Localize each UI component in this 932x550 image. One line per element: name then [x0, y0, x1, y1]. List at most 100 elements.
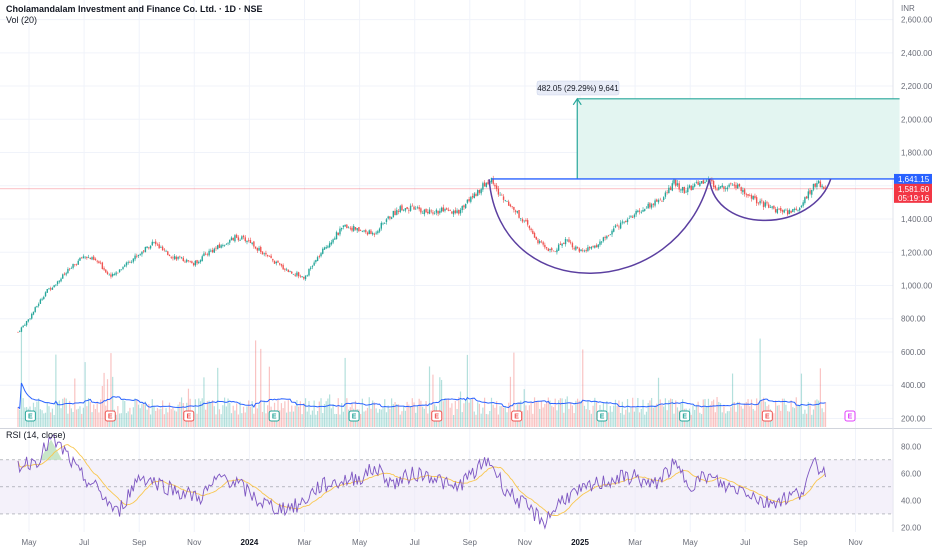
- candle-body: [793, 208, 796, 210]
- volume-bar: [303, 403, 305, 427]
- candle-body: [413, 206, 415, 210]
- volume-bar: [816, 399, 818, 427]
- volume-bar: [206, 401, 208, 427]
- volume-bar: [754, 410, 756, 427]
- candle-body: [172, 257, 174, 259]
- volume-bar: [196, 413, 198, 427]
- candle-body: [63, 273, 66, 275]
- volume-bar: [55, 354, 57, 427]
- earnings-marker-glyph: E: [514, 414, 519, 421]
- candle-body: [316, 257, 319, 261]
- candle-body: [526, 220, 529, 225]
- candle-body: [576, 247, 579, 248]
- volume-bar: [621, 401, 623, 427]
- candle-body: [520, 218, 522, 219]
- volume-bar: [444, 398, 446, 427]
- candle-body: [187, 260, 190, 261]
- volume-bar: [750, 399, 753, 427]
- volume-bar: [814, 400, 816, 427]
- volume-bar: [663, 406, 665, 427]
- candle-body: [168, 255, 171, 257]
- candle-body: [549, 248, 551, 251]
- volume-bar: [144, 401, 146, 427]
- volume-bar: [384, 399, 386, 427]
- candle-body: [614, 225, 617, 228]
- candle-body: [235, 234, 238, 238]
- candle-body: [74, 264, 76, 265]
- volume-bar: [366, 407, 369, 427]
- candle-body: [786, 210, 789, 215]
- volume-bar: [744, 403, 746, 427]
- volume-bar: [24, 407, 26, 427]
- candle-body: [444, 209, 446, 211]
- volume-indicator-label[interactable]: Vol (20): [6, 15, 38, 25]
- volume-bar: [564, 399, 567, 427]
- volume-bar: [628, 412, 630, 427]
- volume-bar: [761, 399, 763, 427]
- candle-body: [222, 245, 224, 246]
- candle-body: [101, 262, 104, 270]
- volume-bar: [258, 404, 260, 427]
- volume-bar: [112, 376, 114, 427]
- candle-body: [580, 249, 582, 252]
- volume-bar: [360, 413, 362, 427]
- volume-bar: [459, 391, 462, 427]
- y-tick-label: 800.00: [901, 315, 926, 324]
- volume-bar: [554, 398, 556, 427]
- candle-body: [783, 210, 785, 213]
- volume-bar: [397, 404, 400, 427]
- candle-body: [170, 256, 172, 258]
- candle-body: [211, 250, 214, 253]
- volume-bar: [532, 413, 534, 427]
- volume-bar: [733, 401, 735, 427]
- candle-body: [349, 227, 352, 229]
- candle-body: [662, 197, 665, 201]
- volume-bar: [249, 406, 252, 427]
- volume-bar: [656, 403, 658, 427]
- rsi-indicator-label[interactable]: RSI (14, close): [6, 430, 66, 440]
- volume-bar: [805, 413, 808, 427]
- candle-body: [423, 209, 426, 215]
- candle-body: [44, 292, 47, 297]
- volume-bar: [316, 411, 319, 427]
- candle-body: [466, 199, 469, 203]
- volume-bar: [659, 399, 661, 427]
- volume-bar: [38, 398, 40, 427]
- candle-body: [721, 185, 723, 188]
- candle-body: [105, 269, 107, 273]
- volume-bar: [396, 404, 398, 427]
- candle-body: [397, 210, 400, 212]
- candle-body: [122, 267, 124, 269]
- volume-bar: [70, 408, 72, 427]
- volume-bar: [523, 389, 525, 427]
- candlesticks[interactable]: [17, 175, 827, 333]
- candle-body: [160, 247, 162, 248]
- candle-body: [196, 260, 198, 264]
- candle-body: [819, 181, 822, 188]
- candle-body: [124, 265, 126, 267]
- volume-bar: [179, 401, 181, 427]
- candle-body: [485, 183, 488, 188]
- volume-bar: [759, 338, 761, 427]
- volume-bar: [60, 408, 62, 427]
- candle-body: [508, 201, 510, 206]
- volume-bar: [160, 408, 162, 427]
- volume-bar: [329, 394, 331, 427]
- candle-body: [619, 222, 622, 229]
- volume-bar: [308, 401, 310, 427]
- candle-body: [155, 241, 157, 245]
- candle-body: [432, 212, 434, 214]
- volume-bar: [425, 401, 427, 427]
- volume-bar: [778, 405, 780, 427]
- volume-bar: [156, 408, 159, 427]
- candle-body: [812, 183, 815, 190]
- candle-body: [532, 230, 534, 234]
- volume-bar: [44, 412, 47, 427]
- candle-body: [471, 195, 474, 198]
- symbol-title[interactable]: Cholamandalam Investment and Finance Co.…: [6, 4, 263, 14]
- candle-body: [43, 296, 45, 300]
- candle-body: [389, 216, 391, 219]
- measure-label: 482.05 (29.29%) 9,641: [536, 80, 620, 96]
